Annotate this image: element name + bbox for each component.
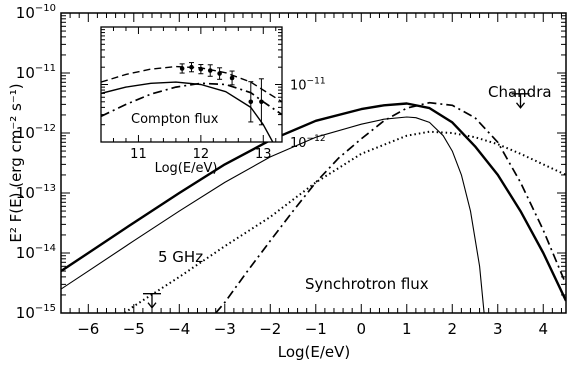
y-tick-label: 10−14 (16, 243, 56, 262)
main-series-group (61, 101, 566, 313)
inset-data-point (207, 68, 213, 73)
x-tick-label: 0 (356, 320, 366, 338)
inset-data-point (189, 64, 194, 70)
x-tick-label: −1 (305, 320, 327, 338)
main-plot-frame (60, 12, 567, 314)
upper-limit-markers (142, 93, 530, 309)
x-tick-label: −2 (259, 320, 281, 338)
inset-axis-ticks (100, 27, 282, 143)
inset-series-line-solid (101, 81, 274, 142)
chandra-label: Chandra (488, 83, 552, 101)
y-tick-label: 10−10 (16, 3, 56, 22)
y-tick-label: 10−15 (16, 303, 56, 322)
series-line-dotted (124, 130, 566, 313)
y-tick-label: 10−12 (16, 123, 56, 142)
x-tick-label: −6 (77, 320, 99, 338)
y-tick-label: 10−13 (16, 183, 56, 202)
inset-data-point (229, 75, 235, 81)
x-tick-label: −5 (123, 320, 145, 338)
y-tick-label: 10−11 (16, 63, 56, 82)
inset-data-point (248, 99, 254, 105)
x-tick-label: 1 (402, 320, 412, 338)
synchrotron-flux-label: Synchrotron flux (305, 275, 429, 293)
main-axis-ticks (60, 13, 566, 314)
x-tick-label: −3 (214, 320, 236, 338)
main-x-axis-title: Log(E/eV) (278, 343, 351, 361)
5ghz-label: 5 GHz (158, 248, 203, 266)
series-line-solid-thin (61, 116, 485, 313)
inset-x-tick-labels: 11 12 13 (130, 147, 271, 162)
main-y-axis-title: E² F(E) (erg cm⁻² s⁻¹) (7, 83, 25, 242)
inset-data-point (259, 99, 264, 105)
main-y-tick-labels: 10−15 10−14 10−13 10−12 10−11 10−10 (16, 3, 56, 322)
x-tick-label: 2 (447, 320, 457, 338)
inset-data-point (198, 66, 204, 72)
x-tick-label: 3 (493, 320, 503, 338)
inset-data-point (179, 66, 185, 71)
inset-data-point (217, 71, 222, 76)
main-x-tick-labels: −6 −5 −4 −3 −2 −1 0 1 2 3 4 (77, 320, 548, 338)
series-line-dash-dot (215, 101, 566, 313)
upper-limit-arrowhead (515, 102, 526, 109)
series-line-solid-thick (61, 102, 566, 302)
inset-y-tick-label: 10−11 (290, 77, 326, 94)
inset-y-tick-labels: 10−11 10−12 (290, 77, 326, 152)
inset-x-tick-label: 13 (255, 147, 272, 162)
x-tick-label: −4 (168, 320, 190, 338)
inset-x-tick-label: 11 (130, 147, 147, 162)
inset-x-tick-label: 12 (193, 147, 210, 162)
inset-x-axis-title: Log(E/eV) (155, 161, 218, 176)
inset-y-tick-label: 10−12 (290, 134, 326, 151)
x-tick-label: 4 (538, 320, 548, 338)
inset-data-points (179, 62, 264, 126)
compton-flux-label: Compton flux (131, 112, 219, 127)
upper-limit-arrowhead (147, 302, 157, 309)
